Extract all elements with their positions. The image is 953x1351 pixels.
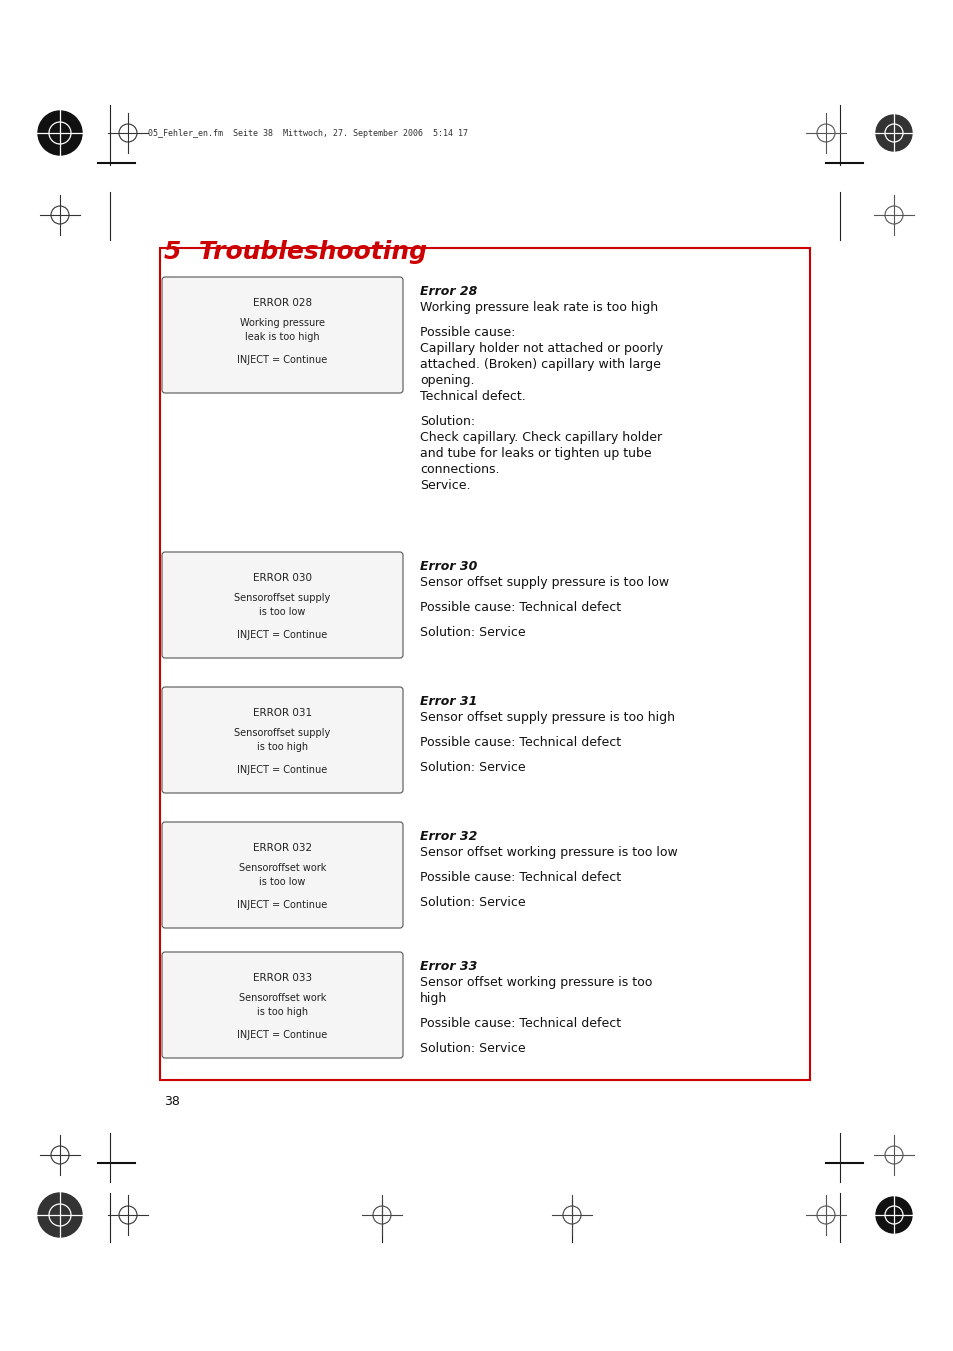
Text: Possible cause: Technical defect: Possible cause: Technical defect: [419, 736, 620, 748]
Text: Sensoroffset work: Sensoroffset work: [238, 863, 326, 873]
Text: ERROR 033: ERROR 033: [253, 973, 312, 984]
Circle shape: [875, 115, 911, 151]
Text: Possible cause: Technical defect: Possible cause: Technical defect: [419, 1017, 620, 1029]
Text: 5  Troubleshooting: 5 Troubleshooting: [164, 240, 427, 263]
Text: Solution:: Solution:: [419, 415, 475, 428]
Text: INJECT = Continue: INJECT = Continue: [237, 630, 327, 640]
Text: Sensor offset supply pressure is too low: Sensor offset supply pressure is too low: [419, 576, 668, 589]
FancyBboxPatch shape: [162, 553, 402, 658]
Text: Technical defect.: Technical defect.: [419, 390, 525, 403]
Text: Possible cause:: Possible cause:: [419, 326, 515, 339]
Text: Possible cause: Technical defect: Possible cause: Technical defect: [419, 871, 620, 884]
Circle shape: [38, 111, 82, 155]
Text: connections.: connections.: [419, 463, 499, 476]
Text: ERROR 028: ERROR 028: [253, 299, 312, 308]
Text: Check capillary. Check capillary holder: Check capillary. Check capillary holder: [419, 431, 661, 444]
Text: Working pressure leak rate is too high: Working pressure leak rate is too high: [419, 301, 658, 313]
Text: high: high: [419, 992, 447, 1005]
Text: Error 31: Error 31: [419, 694, 476, 708]
Text: INJECT = Continue: INJECT = Continue: [237, 765, 327, 775]
Text: is too high: is too high: [256, 742, 308, 753]
FancyBboxPatch shape: [162, 688, 402, 793]
FancyBboxPatch shape: [162, 277, 402, 393]
Text: ERROR 032: ERROR 032: [253, 843, 312, 852]
Text: Solution: Service: Solution: Service: [419, 761, 525, 774]
Text: Solution: Service: Solution: Service: [419, 626, 525, 639]
Text: leak is too high: leak is too high: [245, 332, 319, 342]
Text: INJECT = Continue: INJECT = Continue: [237, 900, 327, 911]
Text: Sensor offset working pressure is too: Sensor offset working pressure is too: [419, 975, 652, 989]
Text: 38: 38: [164, 1096, 180, 1108]
Bar: [160, 249, 809, 1079]
Text: attached. (Broken) capillary with large: attached. (Broken) capillary with large: [419, 358, 660, 372]
Text: Solution: Service: Solution: Service: [419, 1042, 525, 1055]
Text: Error 33: Error 33: [419, 961, 476, 973]
Text: is too high: is too high: [256, 1006, 308, 1017]
Text: is too low: is too low: [259, 607, 305, 617]
Text: Sensoroffset work: Sensoroffset work: [238, 993, 326, 1002]
FancyBboxPatch shape: [162, 821, 402, 928]
Circle shape: [875, 1197, 911, 1233]
FancyBboxPatch shape: [162, 952, 402, 1058]
Text: ERROR 030: ERROR 030: [253, 573, 312, 584]
Text: 05_Fehler_en.fm  Seite 38  Mittwoch, 27. September 2006  5:14 17: 05_Fehler_en.fm Seite 38 Mittwoch, 27. S…: [148, 128, 468, 138]
Text: Possible cause: Technical defect: Possible cause: Technical defect: [419, 601, 620, 613]
Text: Error 32: Error 32: [419, 830, 476, 843]
Text: INJECT = Continue: INJECT = Continue: [237, 1029, 327, 1040]
Text: Sensoroffset supply: Sensoroffset supply: [234, 728, 331, 738]
Text: Sensoroffset supply: Sensoroffset supply: [234, 593, 331, 603]
Text: Capillary holder not attached or poorly: Capillary holder not attached or poorly: [419, 342, 662, 355]
Text: Sensor offset working pressure is too low: Sensor offset working pressure is too lo…: [419, 846, 677, 859]
Text: INJECT = Continue: INJECT = Continue: [237, 355, 327, 365]
Text: and tube for leaks or tighten up tube: and tube for leaks or tighten up tube: [419, 447, 651, 459]
Text: Sensor offset supply pressure is too high: Sensor offset supply pressure is too hig…: [419, 711, 675, 724]
Text: is too low: is too low: [259, 877, 305, 888]
Text: Working pressure: Working pressure: [240, 317, 325, 328]
Text: Service.: Service.: [419, 480, 470, 492]
Text: Error 28: Error 28: [419, 285, 476, 299]
Circle shape: [38, 1193, 82, 1238]
Text: opening.: opening.: [419, 374, 474, 386]
Text: Error 30: Error 30: [419, 561, 476, 573]
Text: Solution: Service: Solution: Service: [419, 896, 525, 909]
Text: ERROR 031: ERROR 031: [253, 708, 312, 717]
